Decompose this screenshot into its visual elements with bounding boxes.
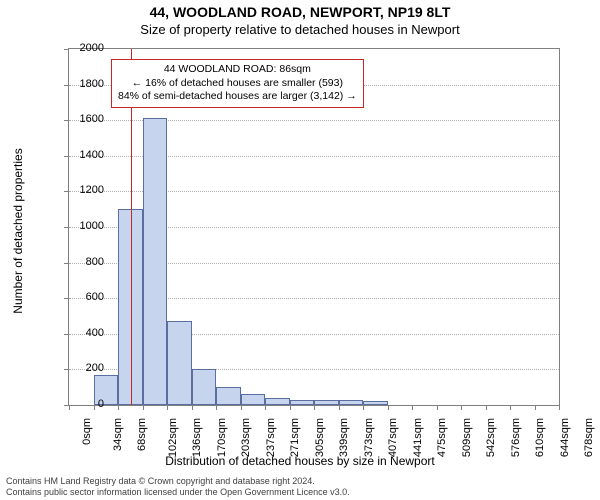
ytick-label: 1400 [64, 149, 104, 161]
xtick-label: 136sqm [191, 418, 203, 457]
xtick-label: 373sqm [363, 418, 375, 457]
xtick-mark [143, 405, 144, 410]
ytick-label: 0 [64, 398, 104, 410]
xtick-label: 576sqm [510, 418, 522, 457]
ytick-label: 400 [64, 327, 104, 339]
xtick-label: 102sqm [167, 418, 179, 457]
ytick-label: 200 [64, 362, 104, 374]
xtick-mark [388, 405, 389, 410]
xtick-label: 271sqm [289, 418, 301, 457]
callout-line-2: ← 16% of detached houses are smaller (59… [118, 77, 357, 91]
xtick-mark [241, 405, 242, 410]
xtick-mark [437, 405, 438, 410]
histogram-bar [339, 400, 364, 405]
y-axis-label: Number of detached properties [11, 148, 25, 313]
histogram-bar [167, 321, 192, 405]
plot-area: 44 WOODLAND ROAD: 86sqm ← 16% of detache… [68, 48, 560, 406]
histogram-bar [241, 394, 266, 405]
xtick-mark [216, 405, 217, 410]
xtick-label: 68sqm [136, 418, 148, 451]
xtick-mark [339, 405, 340, 410]
xtick-mark [167, 405, 168, 410]
histogram-bar [265, 398, 290, 405]
xtick-label: 34sqm [112, 418, 124, 451]
ytick-label: 1800 [64, 78, 104, 90]
xtick-label: 339sqm [338, 418, 350, 457]
attribution-line-2: Contains public sector information licen… [6, 487, 594, 498]
callout-line-1: 44 WOODLAND ROAD: 86sqm [118, 63, 357, 77]
histogram-bar [314, 400, 339, 405]
chart-title-main: 44, WOODLAND ROAD, NEWPORT, NP19 8LT [0, 4, 600, 20]
xtick-mark [192, 405, 193, 410]
ytick-label: 800 [64, 256, 104, 268]
xtick-label: 542sqm [485, 418, 497, 457]
histogram-bar [363, 401, 388, 405]
xtick-mark [314, 405, 315, 410]
histogram-bar [143, 118, 168, 405]
xtick-label: 441sqm [412, 418, 424, 457]
marker-callout: 44 WOODLAND ROAD: 86sqm ← 16% of detache… [111, 59, 364, 108]
xtick-mark [265, 405, 266, 410]
ytick-label: 2000 [64, 42, 104, 54]
xtick-mark [412, 405, 413, 410]
xtick-mark [559, 405, 560, 410]
xtick-mark [363, 405, 364, 410]
chart-title-sub: Size of property relative to detached ho… [0, 22, 600, 37]
histogram-bar [290, 400, 315, 405]
ytick-label: 600 [64, 291, 104, 303]
xtick-label: 237sqm [265, 418, 277, 457]
xtick-mark [486, 405, 487, 410]
histogram-bar [216, 387, 241, 405]
xtick-label: 305sqm [314, 418, 326, 457]
attribution-line-1: Contains HM Land Registry data © Crown c… [6, 476, 594, 487]
xtick-label: 203sqm [240, 418, 252, 457]
xtick-label: 509sqm [461, 418, 473, 457]
xtick-mark [510, 405, 511, 410]
callout-line-3: 84% of semi-detached houses are larger (… [118, 90, 357, 104]
xtick-label: 0sqm [81, 418, 93, 445]
xtick-label: 610sqm [534, 418, 546, 457]
xtick-mark [290, 405, 291, 410]
xtick-label: 170sqm [216, 418, 228, 457]
chart-container: { "chart": { "type": "histogram", "title… [0, 0, 600, 500]
ytick-label: 1200 [64, 184, 104, 196]
xtick-label: 407sqm [387, 418, 399, 457]
xtick-mark [118, 405, 119, 410]
xtick-mark [535, 405, 536, 410]
ytick-label: 1000 [64, 220, 104, 232]
xtick-label: 475sqm [436, 418, 448, 457]
ytick-label: 1600 [64, 113, 104, 125]
xtick-label: 678sqm [583, 418, 595, 457]
histogram-bar [192, 369, 217, 405]
xtick-label: 644sqm [559, 418, 571, 457]
xtick-mark [461, 405, 462, 410]
